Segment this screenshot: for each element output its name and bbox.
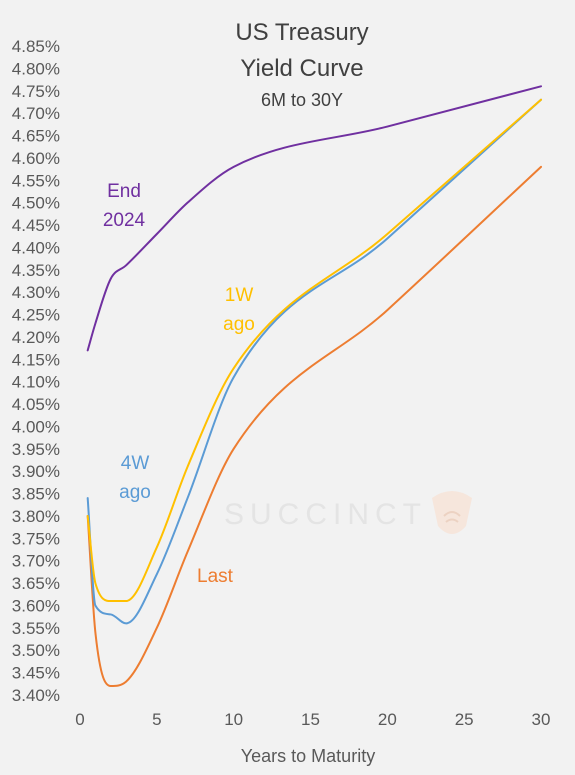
y-tick-label: 4.25% — [12, 306, 60, 325]
x-tick-label: 25 — [455, 710, 474, 729]
series-line-1w-ago — [86, 98, 542, 603]
series-label: 2024 — [103, 210, 146, 231]
y-tick-label: 3.40% — [12, 686, 60, 705]
y-tick-label: 4.30% — [12, 283, 60, 302]
x-tick-label: 5 — [152, 710, 161, 729]
y-axis-ticks: 3.40% 3.45% 3.50% 3.55% 3.60% 3.65% 3.70% 3.75%… — [12, 37, 60, 705]
chart-subtitle: 6M to 30Y — [261, 90, 343, 110]
y-tick-label: 4.85% — [12, 37, 60, 56]
y-tick-label: 3.75% — [12, 529, 60, 548]
series-label: 4W — [121, 453, 150, 474]
y-tick-label: 4.70% — [12, 104, 60, 123]
series-line-4w-ago — [86, 98, 542, 625]
y-tick-label: 4.65% — [12, 127, 60, 146]
y-tick-label: 3.45% — [12, 664, 60, 683]
series-line-end-2024 — [86, 85, 542, 352]
watermark-logo-icon — [432, 491, 472, 534]
y-tick-label: 4.50% — [12, 194, 60, 213]
series-label: ago — [119, 482, 151, 503]
y-tick-label: 4.00% — [12, 417, 60, 436]
x-axis-title: Years to Maturity — [241, 746, 375, 766]
y-tick-label: 3.50% — [12, 641, 60, 660]
y-tick-label: 3.95% — [12, 440, 60, 459]
y-tick-label: 3.55% — [12, 619, 60, 638]
y-tick-label: 4.45% — [12, 216, 60, 235]
chart-title-line-1: US Treasury — [235, 19, 368, 46]
x-tick-label: 15 — [301, 710, 320, 729]
watermark: SUCCINCT — [224, 491, 472, 534]
series-label: End — [107, 181, 141, 202]
series-label: ago — [223, 314, 255, 335]
y-tick-label: 4.35% — [12, 261, 60, 280]
y-tick-label: 4.10% — [12, 373, 60, 392]
y-tick-label: 4.20% — [12, 328, 60, 347]
y-tick-label: 3.65% — [12, 574, 60, 593]
y-tick-label: 3.90% — [12, 462, 60, 481]
watermark-text: SUCCINCT — [224, 498, 427, 531]
series-label: 1W — [225, 285, 254, 306]
x-tick-label: 10 — [224, 710, 243, 729]
x-tick-label: 30 — [532, 710, 551, 729]
chart-title-line-2: Yield Curve — [240, 55, 363, 82]
x-tick-label: 20 — [378, 710, 397, 729]
series-line-last — [86, 165, 542, 688]
y-tick-label: 3.80% — [12, 507, 60, 526]
y-tick-label: 4.40% — [12, 238, 60, 257]
y-tick-label: 3.85% — [12, 485, 60, 504]
series-labels: End 2024 1W ago 4W ago Last — [103, 181, 255, 587]
x-axis-ticks: 0 5 10 15 20 25 30 — [75, 710, 550, 729]
y-tick-label: 4.05% — [12, 395, 60, 414]
y-tick-label: 3.60% — [12, 596, 60, 615]
series-group — [86, 85, 542, 688]
x-tick-label: 0 — [75, 710, 84, 729]
y-tick-label: 4.75% — [12, 82, 60, 101]
y-tick-label: 4.15% — [12, 350, 60, 369]
y-tick-label: 4.60% — [12, 149, 60, 168]
y-tick-label: 3.70% — [12, 552, 60, 571]
series-label: Last — [197, 566, 234, 587]
y-tick-label: 4.80% — [12, 59, 60, 78]
y-tick-label: 4.55% — [12, 171, 60, 190]
